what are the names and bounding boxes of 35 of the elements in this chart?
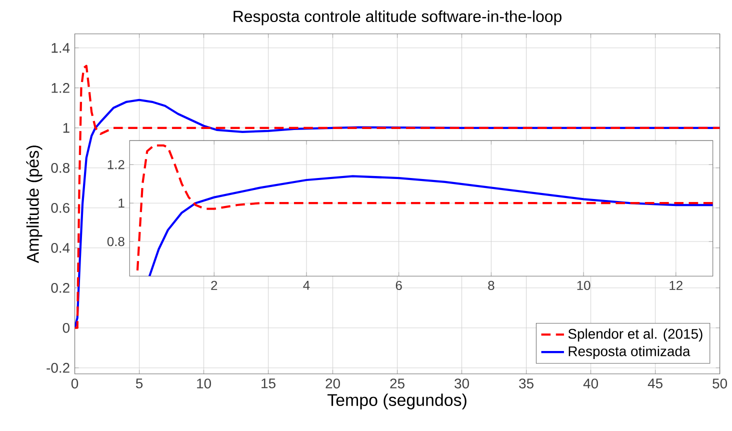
y-tick-label: 0.8 (51, 163, 70, 173)
y-tick-label: 1.2 (52, 83, 70, 93)
legend-label: Splendor et al. (2015) (568, 328, 702, 342)
line-series (136, 144, 713, 272)
x-tick-label: 8 (488, 281, 494, 290)
y-tick-label: 0.6 (51, 203, 70, 213)
x-tick-label: 10 (577, 281, 590, 290)
x-tick-label: 20 (326, 378, 340, 389)
y-tick-label: 1.4 (52, 43, 70, 53)
y-tick-label: 1.2 (108, 160, 124, 170)
x-tick-label: 45 (648, 378, 662, 388)
x-tick-label: 25 (390, 378, 404, 389)
y-tick-label: 0.2 (51, 283, 70, 293)
y-tick-label: 0.4 (51, 243, 70, 253)
chart-title: Resposta controle altitude software-in-the-loop (234, 10, 562, 26)
x-tick-label: 15 (262, 378, 276, 388)
x-tick-label: 35 (519, 378, 534, 389)
legend-label: Resposta otimizada (568, 346, 690, 360)
x-tick-label: 10 (197, 378, 211, 389)
y-tick-label: 0 (62, 323, 70, 333)
x-tick-label: 40 (583, 378, 598, 389)
x-tick-label: 50 (712, 378, 728, 389)
x-tick-label: 4 (303, 281, 310, 290)
y-tick-label: 0.8 (107, 237, 124, 246)
y-tick-label: 1 (118, 198, 124, 208)
y-tick-label: -0.2 (46, 363, 70, 373)
x-tick-label: 6 (396, 281, 402, 290)
x-axis-title: Tempo (segundos) (327, 394, 466, 410)
x-tick-label: 0 (71, 378, 78, 389)
y-tick-label: 1 (63, 123, 70, 133)
x-tick-label: 30 (454, 378, 470, 389)
x-tick-label: 5 (136, 378, 143, 388)
x-tick-label: 12 (670, 281, 682, 290)
x-tick-label: 2 (211, 281, 218, 290)
y-axis-title: Amplitude (pés) (26, 146, 42, 264)
